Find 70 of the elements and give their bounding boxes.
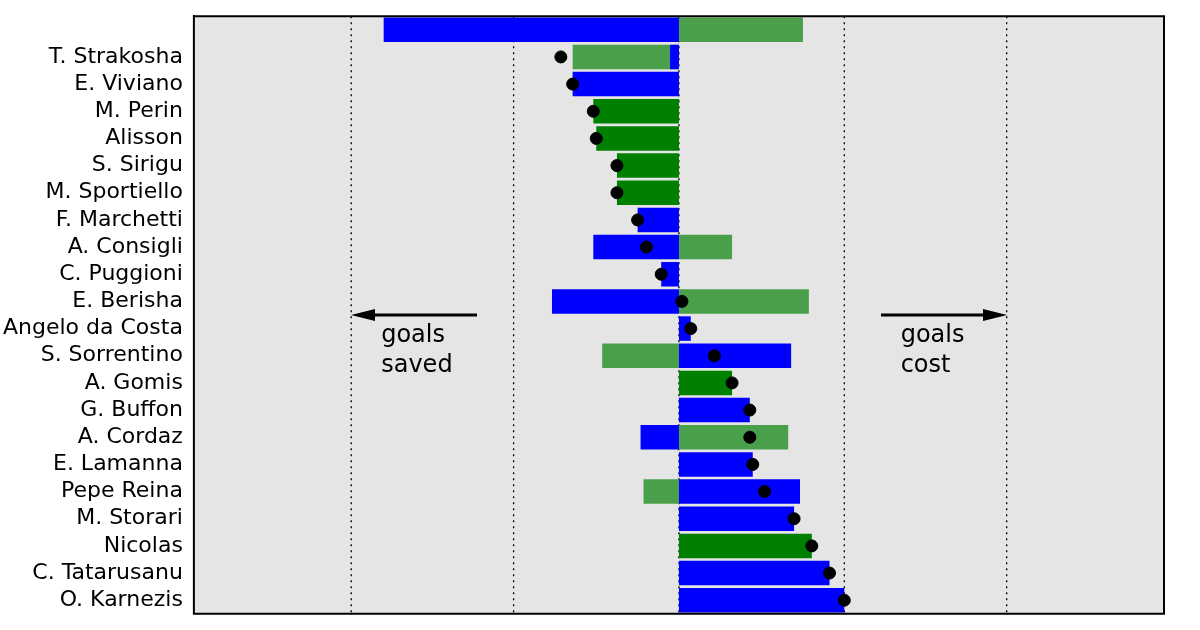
y-tick-label: M. Sportiello: [45, 178, 183, 204]
y-tick-label: E. Lamanna: [52, 450, 183, 476]
y-tick-label: M. Storari: [76, 504, 183, 530]
y-tick-label: E. Viviano: [74, 69, 183, 95]
point: [746, 457, 760, 471]
y-tick-label: S. Sorrentino: [40, 341, 183, 367]
point: [589, 131, 603, 145]
text: goals cost: [900, 319, 966, 379]
point: [654, 267, 668, 281]
point: [805, 539, 819, 553]
y-tick-label: Angelo da Costa: [3, 314, 183, 340]
point: [631, 213, 645, 227]
point: [586, 104, 600, 118]
y-tick-label: C. Tatarusanu: [32, 558, 183, 584]
bar: [678, 370, 733, 396]
point: [743, 430, 757, 444]
y-tick-label: Nicolas: [103, 531, 183, 557]
y-tick-label: A. Cordaz: [77, 422, 183, 448]
point: [823, 566, 837, 580]
point: [725, 376, 739, 390]
y-tick-label: C. Puggioni: [59, 259, 183, 285]
bar: [678, 343, 792, 368]
bar: [670, 44, 679, 70]
y-tick-label: A. Gomis: [84, 368, 183, 394]
point: [610, 186, 624, 200]
bar: [596, 126, 679, 151]
bar: [678, 452, 753, 477]
bar: [643, 479, 679, 504]
y-tick-label: M. Perin: [94, 96, 183, 122]
bar: [678, 506, 795, 531]
bar: [678, 17, 803, 43]
bar: [593, 99, 679, 124]
bar: [678, 424, 789, 450]
y-tick-label: Pepe Reina: [61, 477, 183, 503]
bar: [678, 587, 845, 613]
point: [554, 50, 568, 64]
bar: [637, 207, 679, 233]
bar: [602, 343, 679, 368]
point: [707, 349, 721, 363]
y-tick-label: F. Marchetti: [55, 205, 183, 231]
bar: [616, 180, 679, 206]
bar: [616, 153, 679, 178]
point: [758, 485, 772, 499]
point: [837, 593, 851, 607]
y-tick-label: G. Buffon: [80, 395, 183, 421]
point: [684, 322, 698, 336]
bar: [572, 71, 679, 97]
bar: [678, 533, 812, 559]
bar: [640, 424, 679, 450]
point: [743, 403, 757, 417]
point: [639, 240, 653, 254]
point: [787, 512, 801, 526]
point: [610, 159, 624, 173]
y-tick-label: A. Consigli: [67, 232, 183, 258]
bar: [678, 397, 750, 423]
y-tick-label: Alisson: [105, 124, 183, 150]
bar: [678, 234, 733, 260]
point: [675, 294, 689, 308]
point: [566, 77, 580, 91]
bar: [678, 289, 809, 314]
y-tick-label: E. Berisha: [72, 287, 183, 313]
bar: [678, 560, 830, 586]
bar: [593, 234, 679, 260]
y-tick-label: T. Strakosha: [47, 42, 183, 68]
y-tick-label: O. Karnezis: [59, 585, 183, 611]
annotation: goals saved: [381, 319, 454, 379]
bar: [551, 289, 679, 314]
bar: [678, 479, 800, 504]
y-tick-label: S. Sirigu: [91, 151, 183, 177]
bar: [383, 17, 679, 43]
